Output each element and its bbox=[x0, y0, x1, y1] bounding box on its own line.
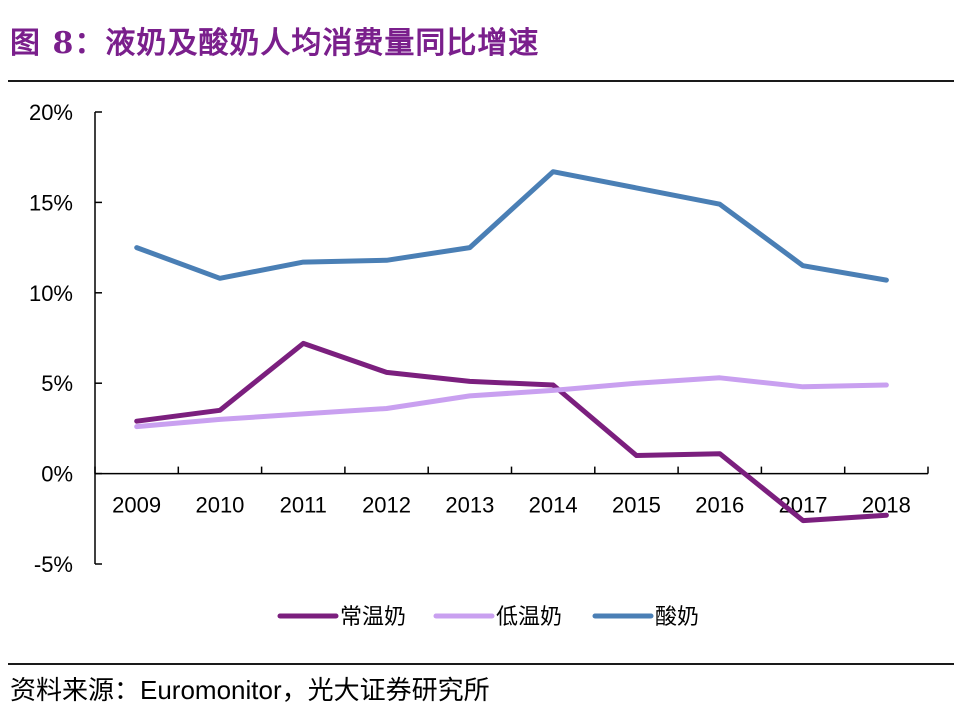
y-tick-label: 20% bbox=[29, 100, 73, 125]
source-note: 资料来源：Euromonitor，光大证券研究所 bbox=[10, 670, 490, 707]
chart-axes: -5% 0% 5% 10% 15% 20% 2009 2010 2011 2012 2013 2014… bbox=[29, 100, 928, 577]
y-tick-label: 5% bbox=[41, 371, 73, 396]
chart-legend: 常温奶 低温奶 酸奶 bbox=[280, 604, 699, 629]
y-tick-label: 10% bbox=[29, 281, 73, 306]
legend-label: 低温奶 bbox=[496, 604, 562, 629]
legend-label: 酸奶 bbox=[655, 604, 699, 629]
x-tick-label: 2014 bbox=[529, 493, 578, 518]
bottom-rule bbox=[8, 663, 954, 665]
x-tick-label: 2013 bbox=[445, 493, 494, 518]
series-line bbox=[137, 343, 887, 520]
series-line bbox=[137, 172, 887, 280]
line-chart: -5% 0% 5% 10% 15% 20% 2009 2010 2011 2012 2013 2014… bbox=[0, 0, 962, 692]
x-tick-label: 2009 bbox=[112, 493, 161, 518]
x-tick-label: 2010 bbox=[195, 493, 244, 518]
x-tick-label: 2012 bbox=[362, 493, 411, 518]
y-tick-label: 15% bbox=[29, 190, 73, 215]
x-tick-label: 2015 bbox=[612, 493, 661, 518]
legend-label: 常温奶 bbox=[340, 604, 406, 629]
x-tick-label: 2016 bbox=[695, 493, 744, 518]
y-tick-label: 0% bbox=[41, 462, 73, 487]
y-tick-label: -5% bbox=[34, 552, 73, 577]
x-tick-label: 2011 bbox=[280, 493, 327, 518]
